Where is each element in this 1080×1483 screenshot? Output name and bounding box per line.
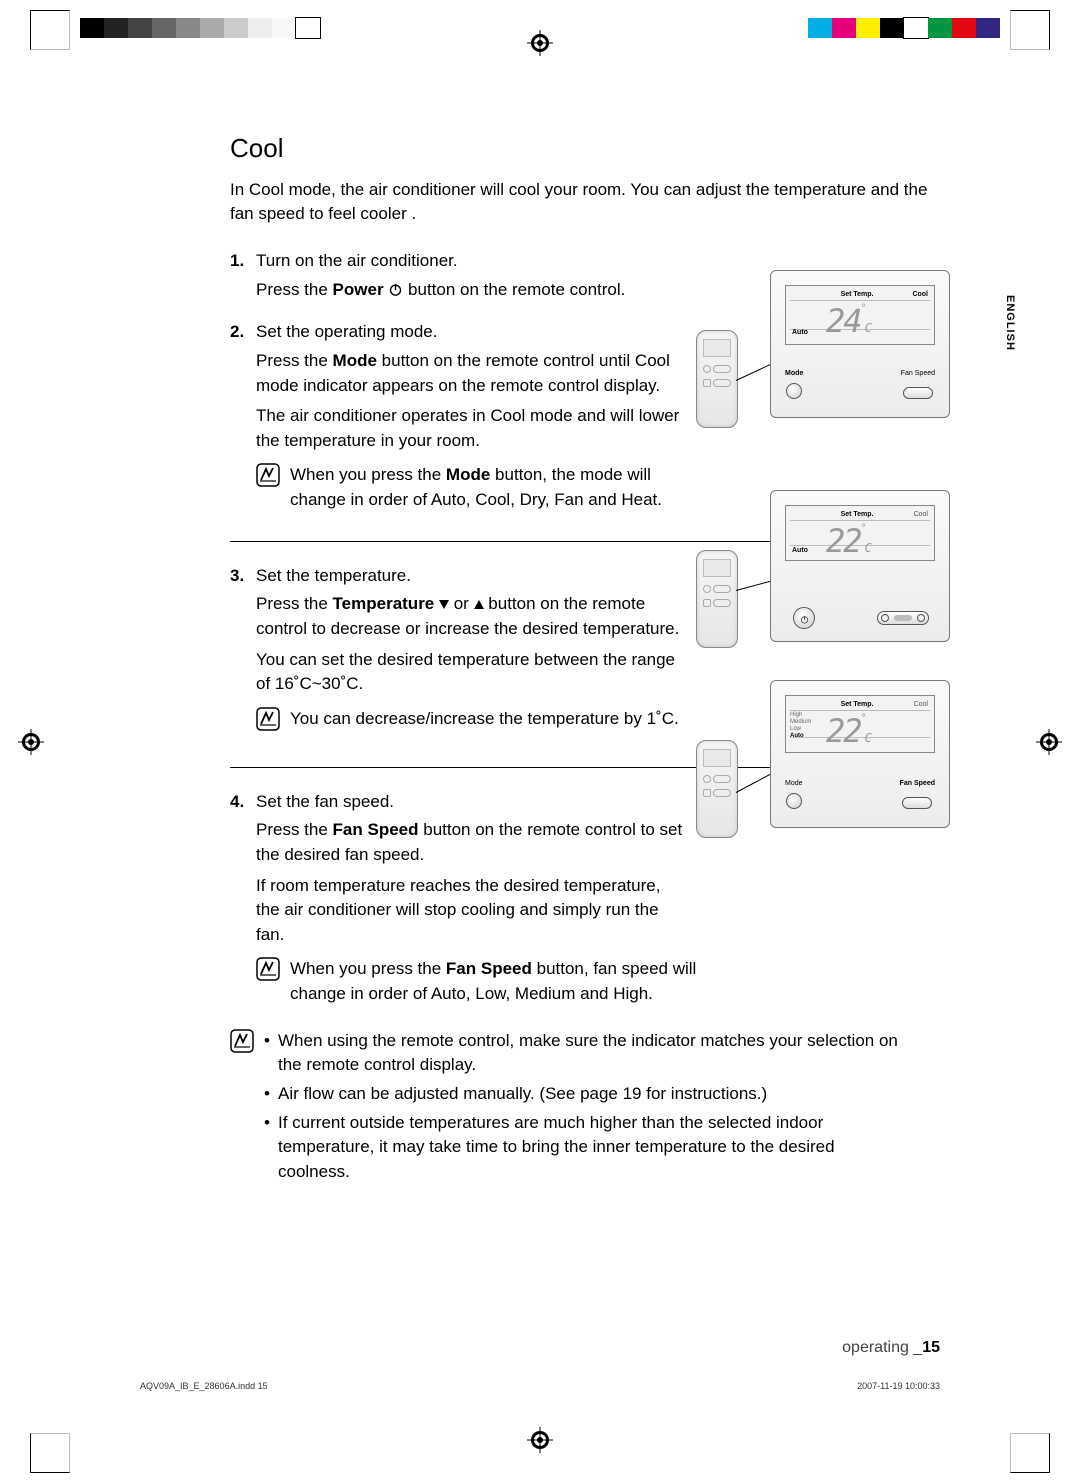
triangle-up-icon [474,600,484,609]
remote-illustration [696,740,738,838]
lcd-label-auto: Auto [792,546,808,556]
text: If room temperature reaches the desired … [256,874,686,948]
fanspeed-button-icon [902,797,932,809]
crop-mark-icon [30,1433,70,1473]
registration-mark-icon [1036,729,1062,755]
text: You can set the desired temperature betw… [256,648,686,697]
display-panel: Set Temp. Cool Auto 24°C Mode Fan Speed [770,270,950,418]
language-tab: ENGLISH [997,285,1021,361]
grayscale-bar [80,18,320,38]
bold-text: Fan Speed [333,820,419,839]
note-icon [256,957,280,1006]
printer-marks-bottom [0,1413,1080,1483]
fanspeed-button-icon [903,387,933,399]
page-number: 15 [922,1339,940,1356]
fan-level: Medium [790,719,811,726]
registration-mark-icon [527,30,553,56]
registration-mark-icon [527,1427,553,1453]
note-icon [230,1029,254,1189]
note-text: When you press the Fan Speed button, fan… [290,957,706,1006]
fan-level: Low [790,726,811,733]
display-panel: Set Temp. Cool Auto 22°C [770,490,950,642]
power-button-icon [793,607,815,629]
button-label: Mode [785,779,803,789]
section-intro: In Cool mode, the air conditioner will c… [230,178,940,227]
note-icon [256,463,280,512]
note-text: When you press the Mode button, the mode… [290,463,706,512]
note-row: When you press the Mode button, the mode… [256,463,706,512]
fan-level: High [790,712,811,719]
temp-value: 22 [826,522,861,560]
fan-level-active: Auto [790,733,811,740]
text: When you press the [290,959,446,978]
power-icon [388,280,403,305]
list-item: If current outside temperatures are much… [264,1111,910,1185]
step-body: Press the Fan Speed button on the remote… [256,818,940,947]
lcd-display: Set Temp. Cool High Medium Low Auto 22°C [785,695,935,753]
note-row: When you press the Fan Speed button, fan… [256,957,706,1006]
remote-illustration [696,330,738,428]
text: or [449,594,474,613]
lcd-label-auto: Auto [792,328,808,338]
imprint-file: AQV09A_IB_E_28606A.indd 15 [140,1380,268,1393]
bold-text: Power [333,280,384,299]
crop-mark-icon [1010,10,1050,50]
temp-value: 24 [826,302,861,340]
text: The air conditioner operates in Cool mod… [256,404,686,453]
bold-text: Temperature [333,594,435,613]
display-panel: Set Temp. Cool High Medium Low Auto 22°C… [770,680,950,828]
mode-button-icon [786,383,802,399]
footer-section: operating _ [842,1339,922,1356]
remote-illustration [696,550,738,648]
bold-text: Fan Speed [446,959,532,978]
button-row: Mode Fan Speed [785,369,935,407]
lcd-label-mode: Cool [914,510,928,520]
registration-mark-icon [18,729,44,755]
lcd-temp: 22°C [826,518,870,564]
lcd-display: Set Temp. Cool Auto 22°C [785,505,935,561]
button-row: Mode Fan Speed [785,779,935,817]
figure-step4: Set Temp. Cool High Medium Low Auto 22°C… [720,680,960,828]
button-label: Mode [785,369,803,379]
imprint-date: 2007-11-19 10:00:33 [857,1380,940,1393]
text: Press the [256,594,333,613]
temperature-slider-icon [877,611,929,625]
bold-text: Mode [446,465,490,484]
bold-text: Mode [333,351,377,370]
button-label: Fan Speed [901,369,935,379]
lcd-label-mode: Cool [914,700,928,710]
text: Press the [256,820,333,839]
lcd-temp: 22°C [826,708,870,754]
text: Press the [256,280,333,299]
crop-mark-icon [30,10,70,50]
list-item: Air flow can be adjusted manually. (See … [264,1082,910,1107]
list-item: When using the remote control, make sure… [264,1029,910,1078]
section-title: Cool [230,130,940,168]
lcd-label-mode: Cool [912,290,928,300]
temp-value: 22 [826,712,861,750]
pointer-line [736,773,772,793]
figure-step2: Set Temp. Cool Auto 24°C Mode Fan Speed [720,270,960,418]
page-content: ENGLISH Cool In Cool mode, the air condi… [60,60,1020,1413]
text: When you press the [290,465,446,484]
pointer-line [736,580,775,591]
button-label: Fan Speed [900,779,935,789]
crop-mark-icon [1010,1433,1050,1473]
fan-level-list: High Medium Low Auto [790,712,811,740]
figure-step3: Set Temp. Cool Auto 22°C [720,490,960,642]
triangle-down-icon [439,600,449,609]
page-footer: operating _15 [842,1336,940,1359]
final-notes: When using the remote control, make sure… [230,1029,910,1189]
note-row: You can decrease/increase the temperatur… [256,707,706,739]
pointer-line [736,363,773,381]
note-text: When using the remote control, make sure… [264,1029,910,1189]
text: Press the [256,351,333,370]
text: button on the remote control. [403,280,625,299]
mode-button-icon [786,793,802,809]
lcd-display: Set Temp. Cool Auto 24°C [785,285,935,345]
note-text: You can decrease/increase the temperatur… [290,707,706,739]
note-icon [256,707,280,739]
lcd-temp: 24°C [826,298,870,344]
color-bar [808,18,1000,38]
